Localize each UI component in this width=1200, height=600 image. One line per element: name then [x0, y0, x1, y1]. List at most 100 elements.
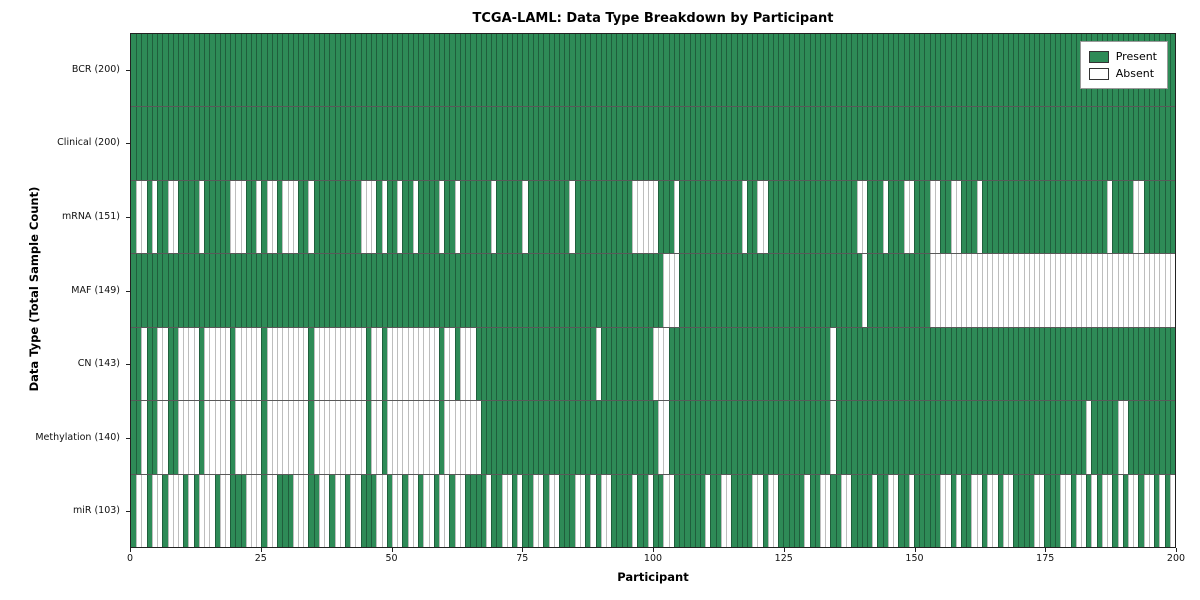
heatmap-cell	[1002, 254, 1008, 327]
heatmap-cell	[814, 180, 821, 254]
heatmap-cell	[151, 401, 158, 474]
heatmap-cell	[851, 34, 857, 107]
heatmap-cell	[1117, 254, 1123, 327]
y-tick-label-BCR: BCR (200)	[71, 63, 120, 75]
heatmap-cell	[966, 180, 972, 254]
heatmap-cell	[600, 254, 607, 327]
heatmap-cell	[485, 180, 492, 254]
heatmap-cell	[204, 401, 210, 474]
heatmap-cell	[564, 474, 570, 547]
heatmap-cell	[402, 474, 408, 547]
y-tick-mark	[126, 364, 130, 366]
heatmap-cell	[230, 474, 236, 547]
heatmap-cell	[731, 401, 737, 474]
heatmap-cell	[287, 401, 293, 474]
heatmap-cell	[240, 254, 246, 327]
heatmap-cell	[397, 327, 403, 401]
heatmap-cell	[752, 107, 758, 180]
heatmap-cell	[423, 180, 429, 254]
heatmap-cell	[736, 401, 742, 474]
heatmap-cell	[146, 474, 152, 547]
heatmap-cell	[1034, 474, 1040, 547]
heatmap-cell	[465, 254, 471, 327]
heatmap-cell	[992, 474, 998, 547]
heatmap-cell	[600, 34, 607, 107]
heatmap-cell	[882, 180, 888, 254]
heatmap-cell	[1039, 474, 1045, 547]
heatmap-cell	[642, 474, 648, 547]
heatmap-cell	[658, 254, 664, 327]
heatmap-cell	[214, 474, 220, 547]
heatmap-cell	[867, 254, 873, 327]
heatmap-cell	[204, 34, 210, 107]
heatmap-cell	[548, 474, 554, 547]
heatmap-cell	[851, 327, 857, 401]
heatmap-cell	[877, 401, 883, 474]
heatmap-cell	[538, 254, 544, 327]
heatmap-cell	[757, 180, 763, 254]
heatmap-cell	[141, 474, 147, 547]
heatmap-cell	[365, 474, 372, 547]
heatmap-cell	[235, 34, 241, 107]
heatmap-cell	[940, 254, 946, 327]
heatmap-cell	[423, 107, 429, 180]
heatmap-cell	[428, 34, 434, 107]
heatmap-cell	[512, 401, 518, 474]
heatmap-cell	[475, 107, 481, 180]
heatmap-cell	[679, 180, 685, 254]
heatmap-cell	[595, 401, 601, 474]
heatmap-cell	[731, 34, 737, 107]
heatmap-cell	[1023, 34, 1029, 107]
heatmap-cell	[679, 254, 685, 327]
heatmap-cell	[167, 180, 173, 254]
heatmap-cell	[840, 474, 847, 547]
heatmap-cell	[444, 254, 450, 327]
heatmap-cell	[548, 401, 554, 474]
heatmap-cell	[183, 254, 189, 327]
heatmap-cell	[136, 401, 142, 474]
heatmap-cell	[1013, 107, 1019, 180]
heatmap-cell	[1133, 254, 1139, 327]
heatmap-cell	[1128, 254, 1134, 327]
heatmap-cell	[266, 34, 272, 107]
heatmap-cell	[872, 401, 878, 474]
heatmap-cell	[345, 34, 351, 107]
heatmap-cell	[172, 474, 178, 547]
heatmap-cell	[705, 401, 711, 474]
heatmap-cell	[820, 474, 826, 547]
heatmap-cell	[1101, 107, 1108, 180]
heatmap-cell	[715, 401, 721, 474]
heatmap-cell	[146, 34, 152, 107]
heatmap-cell	[193, 401, 199, 474]
heatmap-cell	[642, 180, 648, 254]
heatmap-cell	[705, 474, 711, 547]
heatmap-cell	[783, 327, 789, 401]
x-tick-label-125: 125	[774, 553, 793, 564]
heatmap-cell	[371, 474, 377, 547]
y-tick-label-mRNA: mRNA (151)	[61, 210, 120, 222]
heatmap-cell	[204, 180, 210, 254]
heatmap-cell	[600, 107, 607, 180]
heatmap-cell	[162, 180, 168, 254]
heatmap-cell	[329, 107, 335, 180]
heatmap-cell	[710, 401, 716, 474]
heatmap-cell	[553, 474, 560, 547]
heatmap-cell	[663, 474, 669, 547]
heatmap-cell	[172, 254, 178, 327]
heatmap-cell	[146, 327, 152, 401]
heatmap-cell	[512, 180, 518, 254]
heatmap-cell	[731, 180, 737, 254]
heatmap-cell	[1075, 180, 1082, 254]
heatmap-cell	[256, 327, 262, 401]
heatmap-cell	[913, 107, 920, 180]
heatmap-cell	[266, 254, 272, 327]
heatmap-cell	[971, 401, 977, 474]
heatmap-cell	[381, 180, 387, 254]
heatmap-cell	[360, 401, 366, 474]
heatmap-cell	[1091, 327, 1097, 401]
heatmap-cell	[418, 107, 424, 180]
heatmap-cell	[193, 180, 199, 254]
heatmap-cell	[564, 107, 570, 180]
heatmap-cell	[595, 180, 601, 254]
heatmap-cell	[256, 34, 262, 107]
